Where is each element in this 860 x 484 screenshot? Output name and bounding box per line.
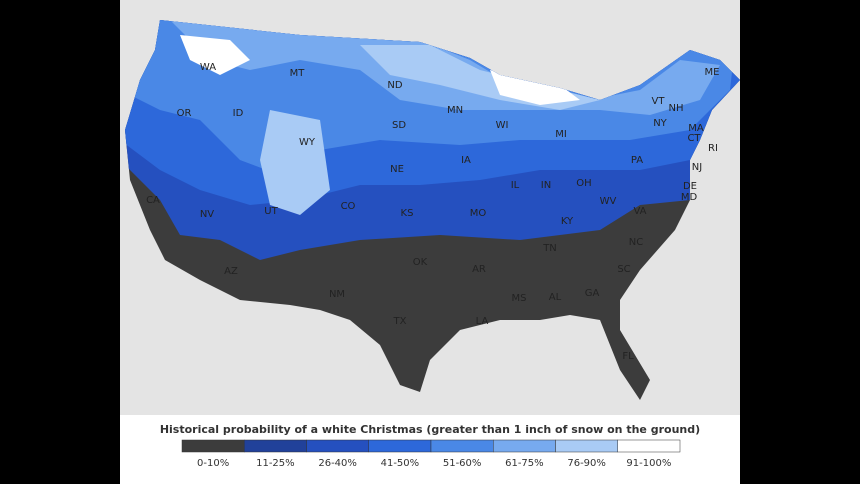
legend-swatch [555,439,618,453]
legend-swatch [368,439,432,453]
legend-label: 41-50% [381,458,420,469]
legend-title: Historical probability of a white Christ… [160,423,700,436]
state-label: IN [541,180,551,191]
state-label: NV [200,209,214,220]
state-label: CA [146,195,160,206]
legend-swatch [493,439,556,453]
state-label: NC [629,237,643,248]
state-label: MD [681,192,698,203]
legend-label: 51-60% [443,458,482,469]
state-label: WY [299,137,316,148]
state-label: DE [683,181,697,192]
state-label: ME [705,67,720,78]
state-label: VA [633,206,646,217]
legend-label: 11-25% [256,458,295,469]
legend-swatch [306,439,369,453]
state-label: GA [585,288,600,299]
legend-label: 91-100% [626,458,671,469]
legend-label: 76-90% [567,458,606,469]
state-label: WV [600,196,617,207]
legend-label: 61-75% [505,458,544,469]
state-label: CO [341,201,356,212]
state-label: SC [617,264,630,275]
state-label: TN [542,243,557,254]
state-label: IA [461,155,471,166]
state-label: SD [392,120,406,131]
state-label: AZ [224,266,238,277]
state-label: CT [687,133,701,144]
state-label: WI [496,120,509,131]
legend-label: 26-40% [318,458,357,469]
state-label: RI [708,143,718,154]
legend-label: 0-10% [197,458,229,469]
state-label: AL [549,292,562,303]
state-label: MI [555,129,567,140]
state-label: KY [561,216,574,227]
state-label: MS [512,293,527,304]
state-label: FL [622,351,634,362]
state-label: MN [447,105,463,116]
state-label: NJ [692,162,702,173]
state-label: IL [511,180,520,191]
state-label: OH [576,178,591,189]
state-label: NE [390,164,404,175]
legend-swatch [430,439,494,453]
state-label: OR [177,108,192,119]
state-label: VT [652,96,666,107]
state-label: AR [472,264,486,275]
state-label: LA [476,316,489,327]
state-label: WA [200,62,216,73]
state-label: MA [688,123,704,134]
state-label: MT [290,68,306,79]
state-label: KS [401,208,414,219]
state-label: PA [631,155,643,166]
state-label: NH [669,103,684,114]
state-label: MO [470,208,487,219]
legend-swatch [244,439,307,453]
state-label: TX [393,316,407,327]
state-label: NY [653,118,667,129]
state-label: ND [387,80,402,91]
legend-swatch [617,439,681,453]
state-label: UT [264,206,278,217]
legend-swatch [181,439,245,453]
state-label: OK [413,257,428,268]
state-label: NM [329,289,345,300]
state-label: ID [233,108,244,119]
